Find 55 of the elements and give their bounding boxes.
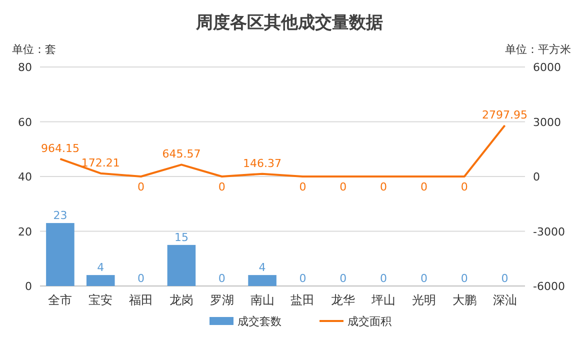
bar bbox=[86, 275, 115, 286]
x-tick-label: 深汕 bbox=[492, 293, 517, 307]
data-label: 0 bbox=[340, 272, 347, 285]
x-tick-label: 龙岗 bbox=[169, 293, 194, 307]
data-label: 0 bbox=[138, 272, 145, 285]
x-tick-label: 全市 bbox=[48, 293, 72, 307]
data-label: 2797.95 bbox=[482, 108, 528, 122]
y2-tick-label: -6000 bbox=[533, 280, 565, 293]
data-label: 964.15 bbox=[40, 142, 80, 155]
data-label: 0 bbox=[299, 272, 306, 285]
bar bbox=[248, 275, 276, 286]
chart-title: 周度各区其他成交量数据 bbox=[195, 13, 383, 33]
y-tick-label: 80 bbox=[18, 61, 32, 74]
data-label: 0 bbox=[380, 272, 388, 285]
x-tick-label: 南山 bbox=[250, 293, 274, 307]
bar bbox=[167, 244, 196, 286]
data-label: 172.21 bbox=[81, 156, 120, 170]
y-tick-label: 0 bbox=[25, 280, 32, 293]
data-label: 0 bbox=[501, 272, 508, 285]
x-tick-label: 龙华 bbox=[331, 293, 356, 307]
data-label: 0 bbox=[340, 180, 347, 194]
data-label: 4 bbox=[258, 261, 266, 274]
data-label: 0 bbox=[460, 272, 468, 285]
x-tick-label: 大鹏 bbox=[452, 293, 476, 307]
x-tick-label: 光明 bbox=[412, 293, 436, 307]
data-label: 0 bbox=[460, 180, 468, 194]
data-label: 4 bbox=[97, 261, 104, 274]
x-tick-label: 罗湖 bbox=[210, 293, 234, 307]
data-label: 645.57 bbox=[162, 148, 201, 161]
bar bbox=[46, 223, 74, 286]
x-tick-label: 坪山 bbox=[370, 293, 396, 307]
legend-label: 成交面积 bbox=[348, 315, 392, 328]
y2-axis-title: 单位：平方米 bbox=[505, 43, 571, 56]
data-label: 15 bbox=[174, 230, 188, 244]
data-label: 0 bbox=[218, 272, 226, 285]
x-tick-label: 盐田 bbox=[290, 293, 315, 307]
y2-tick-label: -3000 bbox=[533, 225, 565, 238]
legend-label: 成交套数 bbox=[238, 315, 282, 328]
y2-tick-label: 0 bbox=[533, 170, 540, 184]
data-label: 0 bbox=[380, 180, 388, 194]
data-label: 23 bbox=[53, 209, 68, 222]
data-label: 146.37 bbox=[243, 156, 282, 170]
y2-tick-label: 3000 bbox=[533, 116, 561, 129]
y-tick-label: 40 bbox=[18, 170, 32, 184]
x-tick-label: 宝安 bbox=[88, 293, 113, 307]
y-tick-label: 60 bbox=[18, 116, 32, 129]
y-axis-title: 单位：套 bbox=[12, 43, 56, 56]
data-label: 0 bbox=[299, 180, 306, 194]
data-label: 0 bbox=[218, 180, 226, 194]
data-label: 0 bbox=[138, 180, 145, 194]
x-tick-label: 福田 bbox=[129, 293, 154, 307]
y2-tick-label: 6000 bbox=[533, 61, 561, 74]
y-tick-label: 20 bbox=[18, 225, 32, 238]
data-label: 0 bbox=[420, 180, 428, 194]
data-label: 0 bbox=[420, 272, 428, 285]
